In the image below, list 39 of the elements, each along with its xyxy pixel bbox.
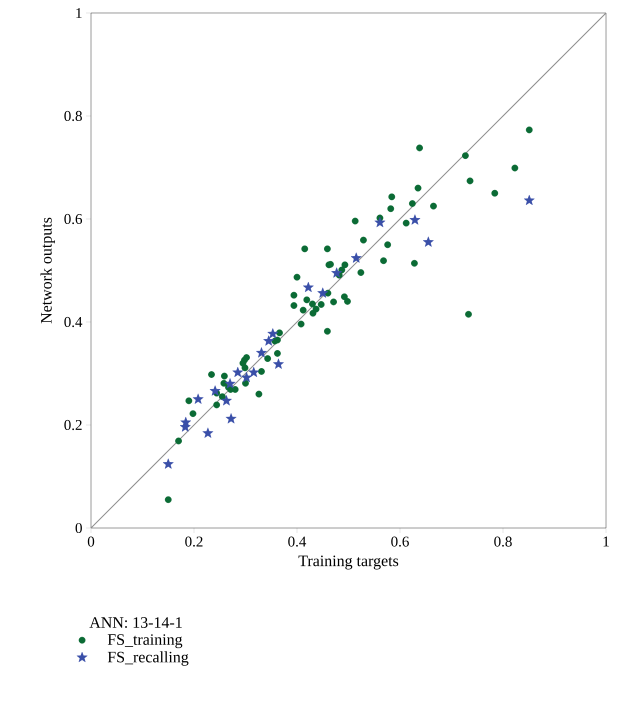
point: [263, 335, 274, 346]
point: [226, 413, 236, 424]
point: [232, 366, 244, 378]
point: [221, 395, 232, 406]
y-tick-label: 0: [76, 522, 82, 534]
point: [224, 378, 236, 388]
x-tick-label: 0: [88, 536, 94, 547]
legend-label: FS_recalling: [108, 651, 188, 666]
point: [273, 358, 284, 369]
point: [267, 328, 278, 338]
y-tick-label: 0.2: [64, 420, 82, 430]
x-tick-label: 0.2: [185, 536, 203, 547]
point: [192, 394, 204, 404]
x-tick-label: 0.6: [391, 536, 409, 547]
x-tick-label: 0.4: [288, 536, 306, 547]
point: [202, 428, 214, 438]
point: [162, 458, 174, 469]
y-tick-label: 0.4: [64, 316, 82, 328]
legend-label: FS_training: [108, 634, 182, 648]
y-tick-label: 1: [76, 8, 82, 18]
point: [248, 366, 260, 378]
y-tick-label: 0.8: [64, 110, 82, 122]
x-tick-label: 1: [604, 536, 609, 546]
y-axis-title: Network outputs: [40, 218, 55, 324]
point: [256, 347, 267, 358]
point: [241, 372, 252, 382]
point: [302, 282, 314, 292]
point: [331, 267, 342, 278]
point: [210, 385, 221, 396]
point: [350, 252, 362, 263]
y-tick-label: 0.6: [64, 214, 82, 224]
point: [317, 287, 328, 298]
x-tick-label: 0.8: [494, 536, 512, 547]
legend-title: ANN: 13-14-1: [89, 617, 182, 628]
point: [422, 236, 434, 247]
x-axis-title: Training targets: [298, 556, 398, 570]
point: [374, 216, 386, 228]
point: [410, 214, 420, 225]
point: [524, 194, 535, 206]
